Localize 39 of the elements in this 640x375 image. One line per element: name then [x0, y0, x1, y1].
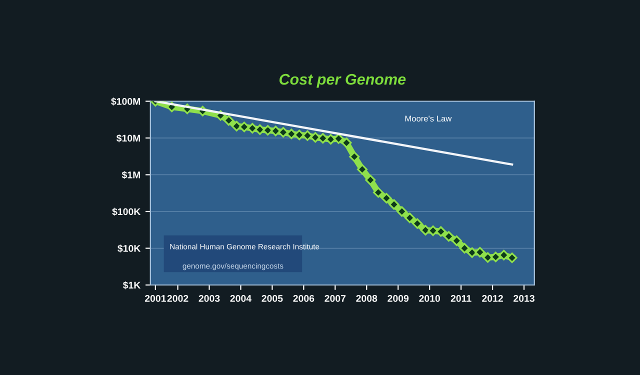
y-tick-label: $10K	[118, 244, 141, 252]
point	[459, 242, 470, 254]
x-tick-label: 2013	[514, 294, 534, 302]
point	[341, 138, 352, 148]
point	[444, 231, 454, 242]
point	[436, 226, 446, 237]
x-tick-label: 2007	[324, 294, 346, 302]
y-tick-label: $1K	[122, 281, 141, 290]
point	[333, 133, 344, 144]
point	[349, 151, 360, 162]
x-tick-label: 2001	[144, 294, 166, 302]
x-tick-label: 2003	[198, 294, 220, 302]
point	[373, 187, 384, 198]
point	[224, 115, 234, 126]
x-tick-label: 2002	[167, 294, 188, 302]
point	[474, 246, 486, 258]
x-tick-label: 2005	[262, 294, 283, 302]
y-tick-label: $100M	[111, 98, 140, 106]
point	[396, 206, 408, 217]
x-tick-label: 2010	[419, 294, 440, 302]
point	[365, 174, 376, 186]
point	[356, 164, 368, 175]
point	[388, 199, 400, 210]
point	[451, 235, 462, 246]
chart-title: Cost per Genome	[279, 74, 406, 88]
x-tick-label: 2009	[388, 294, 409, 302]
x-tick-label: 2008	[356, 294, 378, 302]
y-tick-label: $10M	[116, 134, 140, 142]
text: Moore's Law	[405, 116, 452, 122]
point	[506, 252, 518, 264]
x-tick-label: 2004	[230, 294, 252, 302]
point	[381, 192, 392, 204]
point	[412, 218, 423, 229]
y-tick-label: $100K	[112, 208, 141, 216]
point	[404, 212, 416, 224]
x-tick-label: 2006	[293, 294, 314, 302]
y-tick-label: $1M	[122, 171, 140, 179]
x-tick-label: 2011	[450, 294, 472, 302]
x-tick-label: 2012	[482, 294, 503, 302]
